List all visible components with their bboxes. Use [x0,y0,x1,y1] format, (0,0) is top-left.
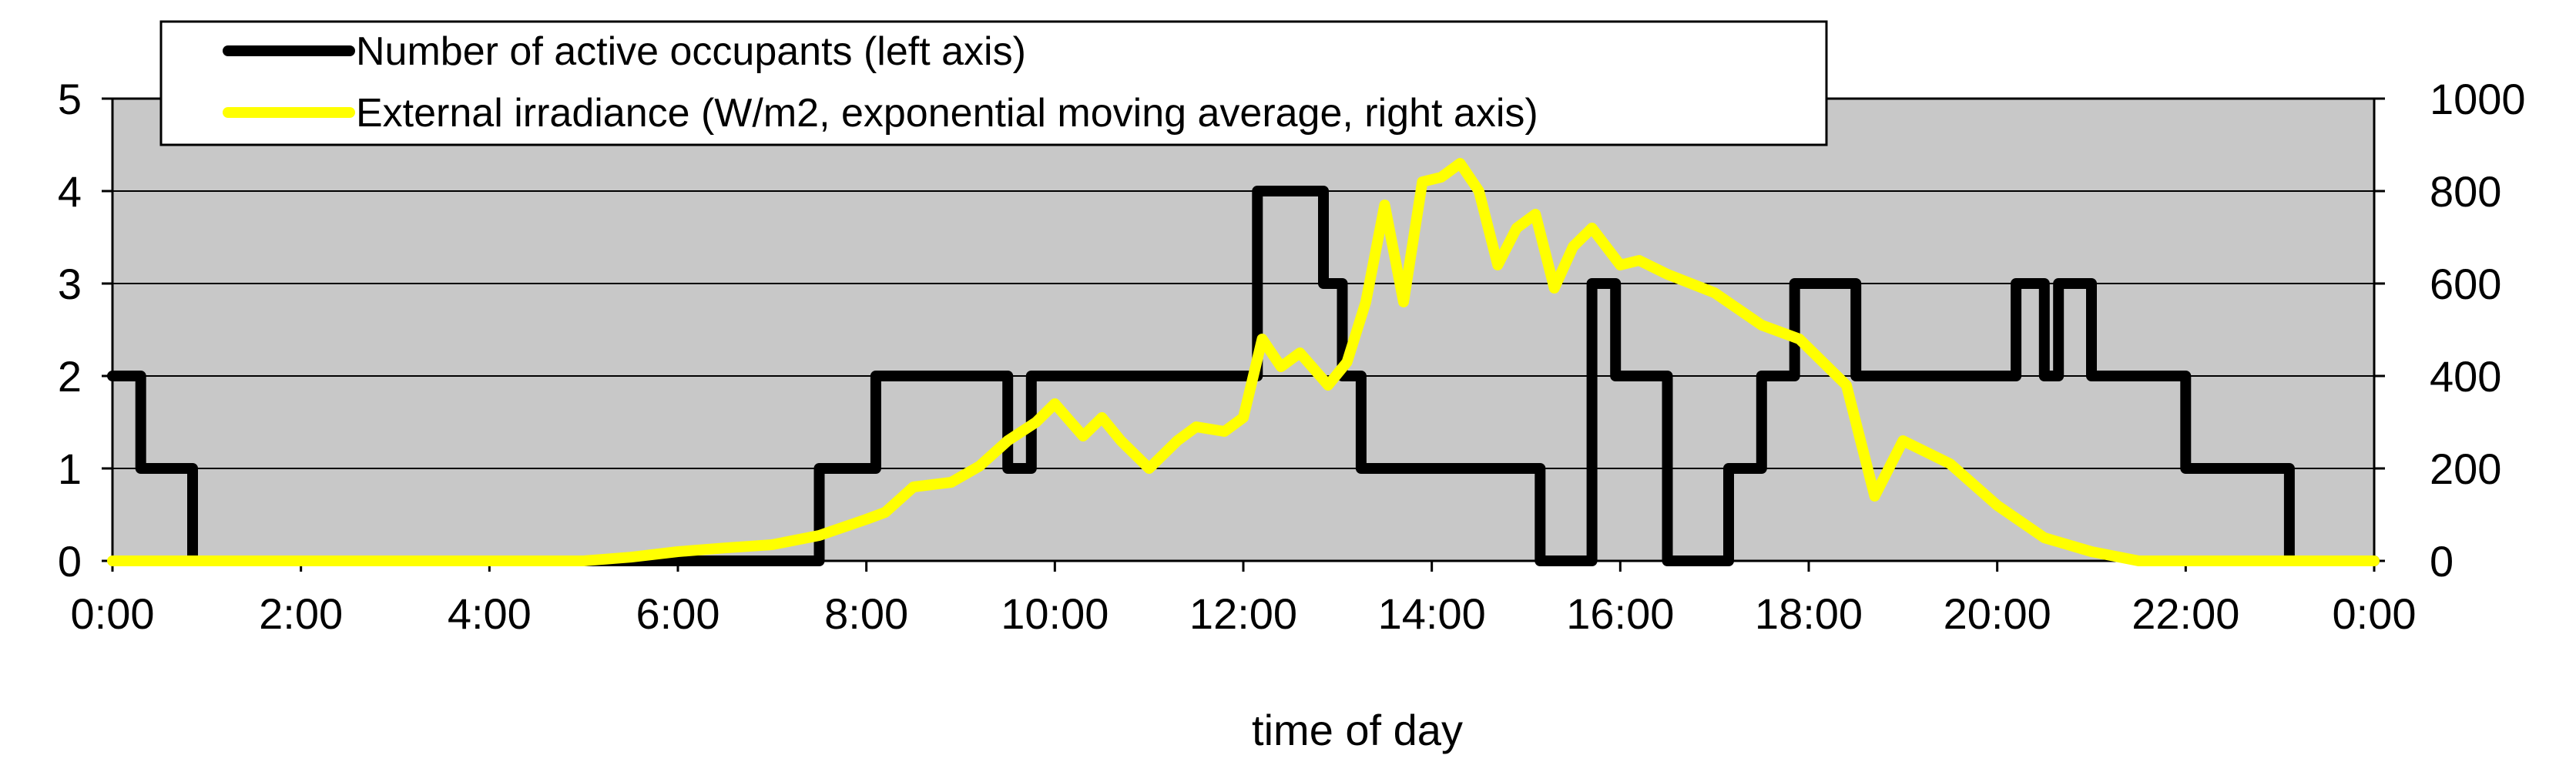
right-tick-label: 400 [2430,352,2501,401]
x-tick-label: 2:00 [259,589,343,638]
legend: Number of active occupants (left axis) E… [159,20,1828,146]
right-tick-label: 600 [2430,260,2501,308]
series-line-irradiance [107,158,2380,566]
legend-box [159,20,1828,146]
x-tick-label: 22:00 [2132,589,2239,638]
left-tick-label: 2 [58,352,82,401]
x-tick-label: 0:00 [71,589,155,638]
x-tick-label: 10:00 [1001,589,1109,638]
x-tick-label: 18:00 [1755,589,1863,638]
x-axis-label: time of day [1252,706,1463,754]
plot-area [111,97,2376,562]
x-axis: 0:00 2:00 4:00 6:00 8:00 10:00 12:00 14:00 16:00… [71,561,2417,638]
right-tick-label: 800 [2430,167,2501,216]
x-tick-label: 0:00 [2333,589,2417,638]
series-line-occupants [107,186,2380,566]
x-tick-label: 14:00 [1378,589,1486,638]
left-tick-label: 3 [58,260,82,308]
legend-label-occupants: Number of active occupants (left axis) [356,29,1026,74]
left-tick-label: 4 [58,167,82,216]
x-tick-label: 6:00 [636,589,720,638]
right-tick-label: 1000 [2430,75,2526,123]
x-tick-label: 16:00 [1566,589,1674,638]
x-tick-label: 20:00 [1944,589,2051,638]
left-tick-label: 5 [58,75,82,123]
right-axis: 0 200 400 600 800 1000 [2374,75,2526,586]
x-tick-label: 4:00 [448,589,532,638]
series-layer [107,158,2380,566]
right-tick-label: 200 [2430,445,2501,493]
left-axis: 0 1 2 3 4 5 [58,75,112,586]
legend-label-irradiance: External irradiance (W/m2, exponential m… [356,91,1538,136]
x-tick-label: 8:00 [824,589,908,638]
left-tick-label: 1 [58,445,82,493]
left-tick-label: 0 [58,537,82,586]
right-tick-label: 0 [2430,537,2454,586]
x-tick-label: 12:00 [1189,589,1297,638]
